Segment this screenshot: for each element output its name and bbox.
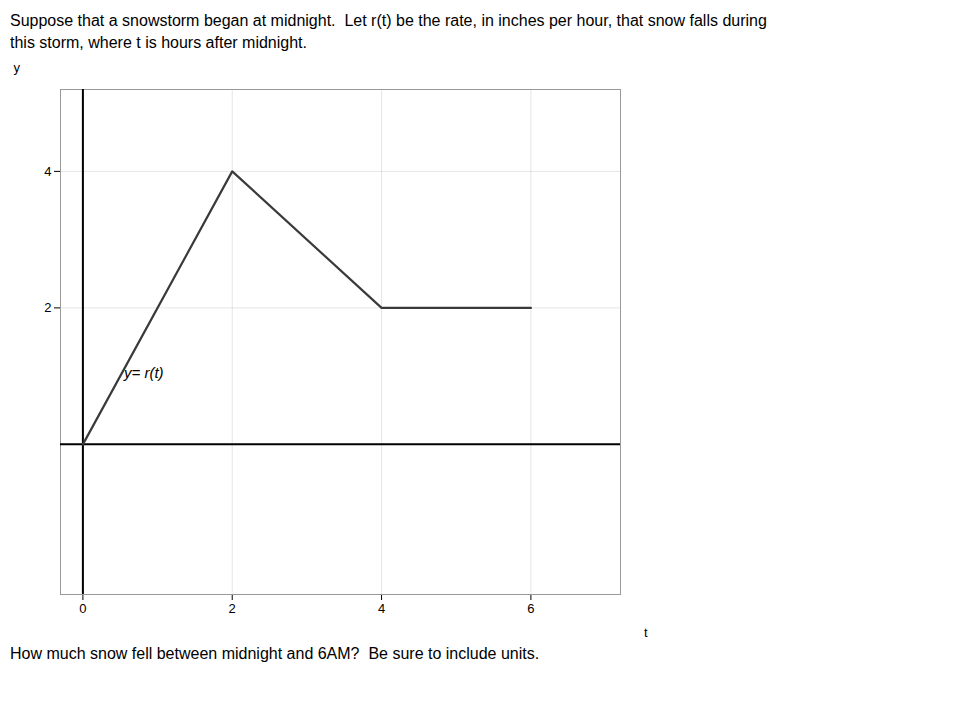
- html-text:How much snow fell between mid: How much snow fell between midnight and …: [10, 645, 540, 663]
- svg-text:2: 2: [229, 601, 236, 616]
- svg-text:0: 0: [79, 601, 86, 616]
- svg-text:y= r(t): y= r(t): [123, 364, 164, 381]
- html-text:Suppose that a snowstorm began: Suppose that a snowstorm began at midnig…: [10, 12, 767, 51]
- svg-text:t: t: [644, 625, 648, 640]
- svg-text:y: y: [14, 60, 21, 75]
- svg-text:6: 6: [527, 601, 534, 616]
- svg-text:4: 4: [44, 164, 51, 179]
- svg-text:2: 2: [44, 300, 51, 315]
- svg-text:4: 4: [378, 601, 385, 616]
